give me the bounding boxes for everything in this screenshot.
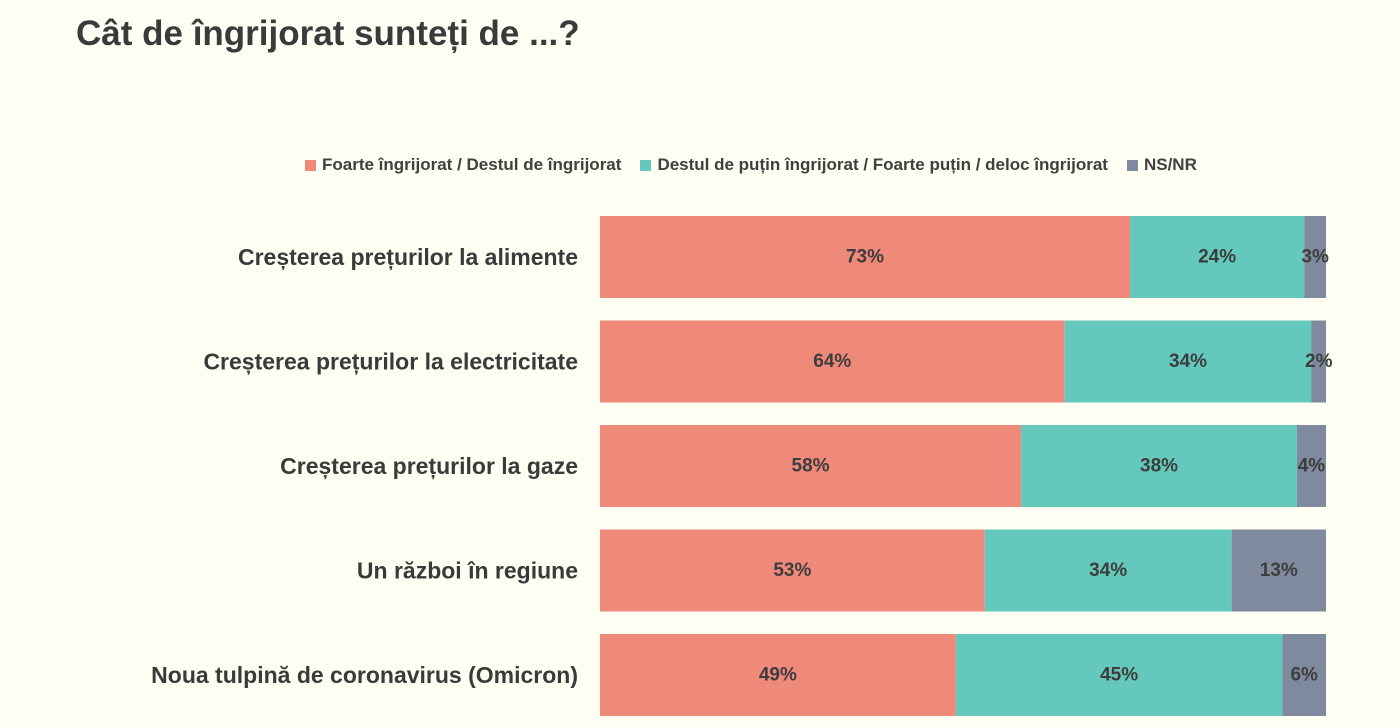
data-label-little-worried: 34% bbox=[1089, 560, 1127, 581]
data-label-very-worried: 58% bbox=[792, 456, 830, 477]
data-label-very-worried: 64% bbox=[813, 351, 851, 372]
bar-segment-ns-nr bbox=[1296, 425, 1326, 507]
legend-label-ns-nr: NS/NR bbox=[1143, 155, 1197, 174]
chart-title: Cât de îngrijorat sunteți de ...? bbox=[76, 14, 580, 53]
legend-label-very-worried: Foarte îngrijorat / Destul de îngrijorat bbox=[322, 155, 622, 174]
category-label: Un război în regiune bbox=[357, 558, 578, 584]
data-label-very-worried: 53% bbox=[773, 560, 811, 581]
bar-segment-very-worried bbox=[600, 529, 985, 612]
category-label: Creșterea prețurilor la alimente bbox=[238, 244, 578, 271]
bar-row-1: Creșterea prețurilor la alimente 73% 24% 3% bbox=[238, 216, 1329, 298]
bar-segment-very-worried bbox=[600, 425, 1022, 507]
bar-row-4: Un război în regiune 53% 34% 13% bbox=[357, 529, 1326, 612]
data-label-little-worried: 34% bbox=[1169, 351, 1207, 372]
data-label-little-worried: 24% bbox=[1198, 247, 1236, 268]
bar-segment-little-worried bbox=[955, 634, 1283, 716]
data-label-very-worried: 49% bbox=[759, 665, 797, 686]
data-label-little-worried: 38% bbox=[1140, 456, 1178, 477]
data-label-ns-nr: 4% bbox=[1298, 456, 1326, 477]
bar-segment-little-worried bbox=[1021, 425, 1297, 507]
data-label-ns-nr: 13% bbox=[1260, 560, 1298, 581]
bar-segment-little-worried bbox=[1129, 216, 1305, 298]
bar-row-5: Noua tulpină de coronavirus (Omicron) 49%… bbox=[151, 634, 1326, 716]
bar-segment-ns-nr bbox=[1282, 634, 1326, 716]
category-label: Creșterea prețurilor la electricitate bbox=[203, 349, 578, 376]
category-label: Noua tulpină de coronavirus (Omicron) bbox=[151, 662, 578, 688]
data-label-very-worried: 73% bbox=[846, 247, 884, 268]
data-label-ns-nr: 3% bbox=[1301, 247, 1329, 268]
legend-item-ns-nr: NS/NR bbox=[1126, 155, 1197, 175]
bar-segment-very-worried bbox=[600, 634, 956, 716]
legend-item-little-worried: Destul de puțin îngrijorat / Foarte puți… bbox=[640, 155, 1108, 175]
category-label: Creșterea prețurilor la gaze bbox=[280, 453, 578, 480]
legend-swatch-ns-nr bbox=[1126, 159, 1138, 171]
bar-segment-little-worried bbox=[984, 529, 1232, 612]
legend-label-little-worried: Destul de puțin îngrijorat / Foarte puți… bbox=[657, 155, 1108, 174]
bar-row-2: Creșterea prețurilor la electricitate 64%… bbox=[203, 320, 1333, 403]
legend-swatch-very-worried bbox=[305, 159, 316, 171]
legend-swatch-little-worried bbox=[640, 159, 652, 171]
data-label-ns-nr: 6% bbox=[1290, 665, 1318, 686]
bar-segment-ns-nr bbox=[1304, 216, 1326, 298]
bar-segment-little-worried bbox=[1064, 320, 1312, 403]
bar-segment-very-worried bbox=[600, 216, 1130, 298]
bar-segment-very-worried bbox=[600, 320, 1065, 403]
legend: Foarte îngrijorat / Destul de îngrijorat… bbox=[305, 155, 1322, 175]
bar-row-3: Creșterea prețurilor la gaze 58% 38% 4% bbox=[280, 425, 1326, 507]
bar-segment-ns-nr bbox=[1231, 529, 1326, 612]
legend-item-very-worried: Foarte îngrijorat / Destul de îngrijorat bbox=[305, 155, 621, 175]
data-label-ns-nr: 2% bbox=[1305, 351, 1333, 372]
bar-segment-ns-nr bbox=[1311, 320, 1326, 403]
data-label-little-worried: 45% bbox=[1100, 665, 1138, 686]
